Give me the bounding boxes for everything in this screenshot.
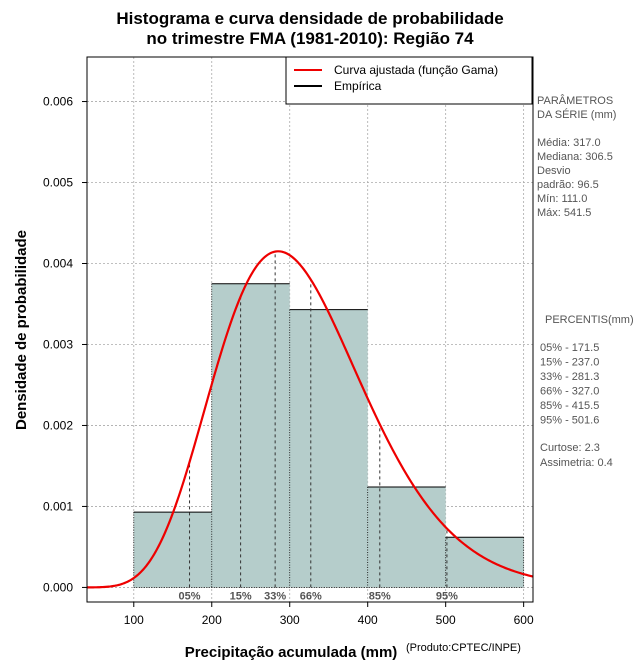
percentile-label: 66%	[300, 590, 322, 602]
percentile-label: 15%	[230, 590, 252, 602]
x-tick-label: 100	[124, 613, 144, 627]
histogram-bar	[367, 487, 446, 588]
x-tick-label: 500	[436, 613, 456, 627]
stat-value: Curtose: 2.3	[540, 442, 600, 454]
chart-title-line-1: Histograma e curva densidade de probabil…	[116, 9, 503, 28]
param-value: padrão: 96.5	[537, 179, 599, 191]
param-value: Mediana: 306.5	[537, 151, 613, 163]
gamma-curve	[86, 250, 534, 589]
x-tick-label: 400	[358, 613, 378, 627]
percentis-heading: PERCENTIS(mm)	[545, 314, 634, 326]
y-axis-label: Densidade de probabilidade	[13, 230, 30, 430]
x-axis-label: Precipitação acumulada (mm)	[185, 644, 398, 660]
percentile-value: 95% - 501.6	[540, 415, 599, 427]
percentile-value: 85% - 415.5	[540, 400, 599, 412]
x-tick-label: 600	[514, 613, 534, 627]
param-value: Média: 317.0	[537, 137, 601, 149]
side-panel: PARÂMETROS DA SÉRIE (mm) Média: 317.0 Medi…	[537, 94, 634, 469]
percentile-value: 33% - 281.3	[540, 371, 599, 383]
params-heading: DA SÉRIE (mm)	[537, 108, 616, 121]
percentile-label: 85%	[369, 590, 391, 602]
product-credit: (Produto:CPTEC/INPE)	[406, 642, 521, 654]
x-tick-label: 300	[280, 613, 300, 627]
histogram-bar	[133, 512, 212, 588]
y-tick-label: 0.000	[43, 580, 73, 594]
percentile-label: 95%	[436, 590, 458, 602]
legend: Curva ajustada (função Gama) Empírica	[285, 56, 533, 105]
y-tick-label: 0.005	[43, 176, 73, 190]
param-value: Desvio	[537, 165, 571, 177]
histogram-bar	[211, 283, 290, 588]
legend-box	[285, 56, 533, 105]
chart-title-line-2: no trimestre FMA (1981-2010): Região 74	[146, 29, 474, 48]
x-tick-label: 200	[202, 613, 222, 627]
percentile-value: 05% - 171.5	[540, 342, 599, 354]
histogram-bar	[289, 309, 368, 588]
y-tick-label: 0.003	[43, 337, 73, 351]
param-value: Máx: 541.5	[537, 207, 591, 219]
percentile-label: 05%	[179, 590, 201, 602]
y-tick-label: 0.001	[43, 499, 73, 513]
percentile-value: 66% - 327.0	[540, 386, 599, 398]
legend-label: Empírica	[334, 79, 382, 93]
legend-label: Curva ajustada (função Gama)	[334, 63, 498, 77]
stat-value: Assimetria: 0.4	[540, 457, 613, 469]
params-heading: PARÂMETROS	[537, 94, 613, 107]
y-tick-label: 0.006	[43, 95, 73, 109]
y-tick-label: 0.002	[43, 418, 73, 432]
percentile-label: 33%	[264, 590, 286, 602]
y-tick-label: 0.004	[43, 257, 73, 271]
histogram-bar	[445, 537, 524, 588]
percentile-value: 15% - 237.0	[540, 357, 599, 369]
param-value: Mín: 111.0	[537, 193, 587, 205]
